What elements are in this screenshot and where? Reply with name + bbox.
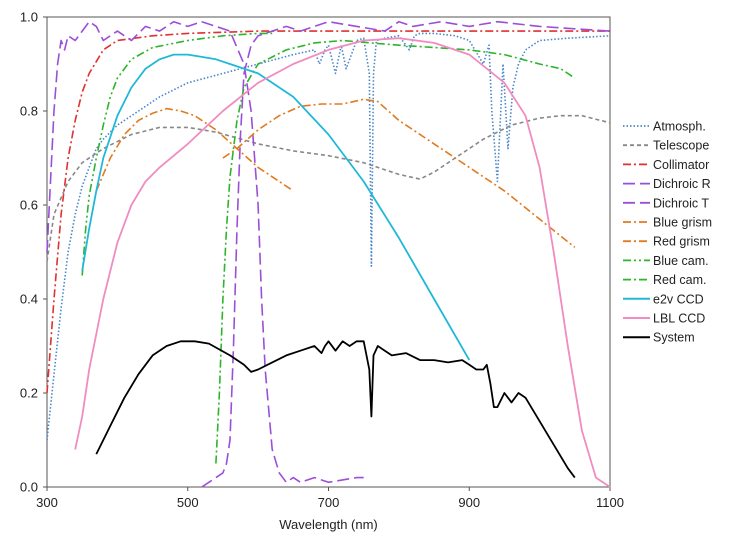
legend-label-collimator: Collimator (653, 158, 709, 172)
series-line-atmosph (46, 32, 611, 441)
series-line-dichroic-t (201, 20, 611, 488)
legend-label-dichroic-r: Dichroic R (653, 177, 711, 191)
x-tick-label: 700 (318, 495, 340, 510)
x-tick-label: 1100 (596, 495, 624, 510)
series-line-system (95, 340, 576, 479)
y-tick-label: 0.0 (20, 480, 38, 495)
y-tick-label: 0.6 (20, 198, 38, 213)
legend-label-blue-cam: Blue cam. (653, 254, 709, 268)
legend-label-lbl-ccd: LBL CCD (653, 312, 705, 326)
legend-label-dichroic-t: Dichroic T (653, 196, 709, 210)
y-axis: 0.0 0.2 0.4 0.6 0.8 1.0 (20, 10, 47, 495)
x-axis: 300 500 700 900 1100 (36, 487, 624, 510)
legend: Atmosph. Telescope Collimator Dichroic R Dic… (623, 120, 712, 345)
legend-label-telescope: Telescope (653, 139, 709, 153)
legend-label-blue-grism: Blue grism (653, 216, 712, 230)
x-tick-label: 300 (36, 495, 58, 510)
y-tick-label: 0.8 (20, 104, 38, 119)
series-line-blue-cam (81, 32, 273, 276)
legend-label-e2v-ccd: e2v CCD (653, 292, 704, 306)
series-line-red-grism (222, 98, 576, 248)
series-line-collimator (46, 30, 610, 394)
y-tick-label: 0.4 (20, 292, 38, 307)
legend-label-red-grism: Red grism (653, 235, 710, 249)
x-tick-label: 900 (458, 495, 480, 510)
series-line-red-cam (215, 39, 576, 464)
series-line-e2v-ccd (81, 53, 471, 361)
legend-label-red-cam: Red cam. (653, 273, 707, 287)
y-tick-label: 1.0 (20, 10, 38, 25)
x-tick-label: 500 (177, 495, 199, 510)
y-tick-label: 0.2 (20, 386, 38, 401)
series-line-blue-grism (95, 107, 294, 192)
series-line-dichroic-r (46, 20, 364, 484)
legend-label-atmosph: Atmosph. (653, 120, 706, 134)
series-line-telescope (46, 114, 611, 262)
series-lines (46, 20, 611, 488)
series-line-lbl-ccd (74, 37, 611, 488)
legend-label-system: System (653, 331, 695, 345)
x-axis-label: Wavelength (nm) (279, 517, 378, 532)
